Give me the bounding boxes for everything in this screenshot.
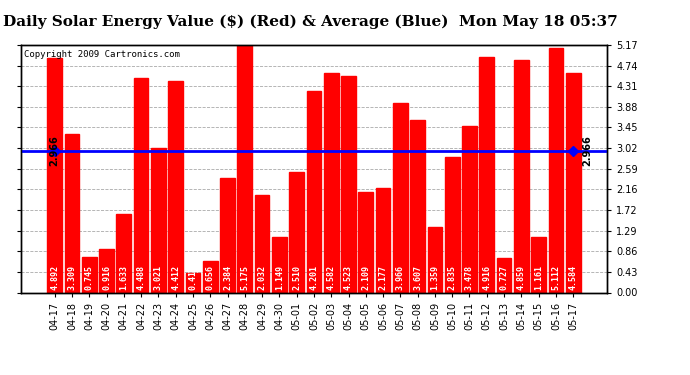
Text: 2.966: 2.966 (50, 135, 60, 166)
Bar (358, 192, 373, 292)
Bar (497, 258, 511, 292)
Bar (549, 48, 563, 292)
Text: 0.745: 0.745 (85, 265, 94, 290)
Bar (306, 92, 322, 292)
Bar (99, 249, 114, 292)
Text: 2.835: 2.835 (448, 265, 457, 290)
Bar (341, 76, 356, 292)
Text: 4.584: 4.584 (569, 265, 578, 290)
Bar (272, 237, 287, 292)
Text: 1.633: 1.633 (119, 265, 128, 290)
Text: 3.478: 3.478 (465, 265, 474, 290)
Text: 2.109: 2.109 (362, 265, 371, 290)
Bar (376, 188, 391, 292)
Text: 4.892: 4.892 (50, 265, 59, 290)
Bar (428, 228, 442, 292)
Bar (82, 257, 97, 292)
Text: 2.032: 2.032 (257, 265, 266, 290)
Bar (462, 126, 477, 292)
Bar (203, 261, 217, 292)
Bar (445, 157, 460, 292)
Text: Copyright 2009 Cartronics.com: Copyright 2009 Cartronics.com (23, 50, 179, 59)
Bar (514, 60, 529, 292)
Text: 1.161: 1.161 (534, 265, 543, 290)
Text: 0.656: 0.656 (206, 265, 215, 290)
Text: 0.410: 0.410 (188, 265, 197, 290)
Bar (168, 81, 183, 292)
Bar (220, 178, 235, 292)
Text: 4.582: 4.582 (327, 265, 336, 290)
Text: 0.916: 0.916 (102, 265, 111, 290)
Bar (289, 172, 304, 292)
Bar (65, 134, 79, 292)
Text: 3.966: 3.966 (396, 265, 405, 290)
Text: 1.359: 1.359 (431, 265, 440, 290)
Text: 2.966: 2.966 (582, 135, 592, 166)
Text: 5.112: 5.112 (551, 265, 560, 290)
Bar (186, 273, 200, 292)
Bar (134, 78, 148, 292)
Text: 2.177: 2.177 (379, 265, 388, 290)
Text: 5.175: 5.175 (240, 265, 249, 290)
Bar (480, 57, 494, 292)
Bar (411, 120, 425, 292)
Text: 2.384: 2.384 (223, 265, 232, 290)
Text: 4.859: 4.859 (517, 265, 526, 290)
Text: 4.523: 4.523 (344, 265, 353, 290)
Bar (237, 45, 252, 292)
Text: 2.510: 2.510 (292, 265, 301, 290)
Text: 3.309: 3.309 (68, 265, 77, 290)
Bar (151, 148, 166, 292)
Text: 4.916: 4.916 (482, 265, 491, 290)
Bar (393, 103, 408, 292)
Bar (531, 237, 546, 292)
Text: 3.021: 3.021 (154, 265, 163, 290)
Text: 4.488: 4.488 (137, 265, 146, 290)
Text: 4.412: 4.412 (171, 265, 180, 290)
Bar (324, 73, 339, 292)
Bar (255, 195, 270, 292)
Text: Daily Solar Energy Value ($) (Red) & Average (Blue)  Mon May 18 05:37: Daily Solar Energy Value ($) (Red) & Ave… (3, 15, 618, 29)
Bar (117, 214, 131, 292)
Text: 3.607: 3.607 (413, 265, 422, 290)
Bar (48, 58, 62, 292)
Text: 4.201: 4.201 (309, 265, 319, 290)
Text: 1.149: 1.149 (275, 265, 284, 290)
Bar (566, 73, 580, 292)
Text: 0.727: 0.727 (500, 265, 509, 290)
